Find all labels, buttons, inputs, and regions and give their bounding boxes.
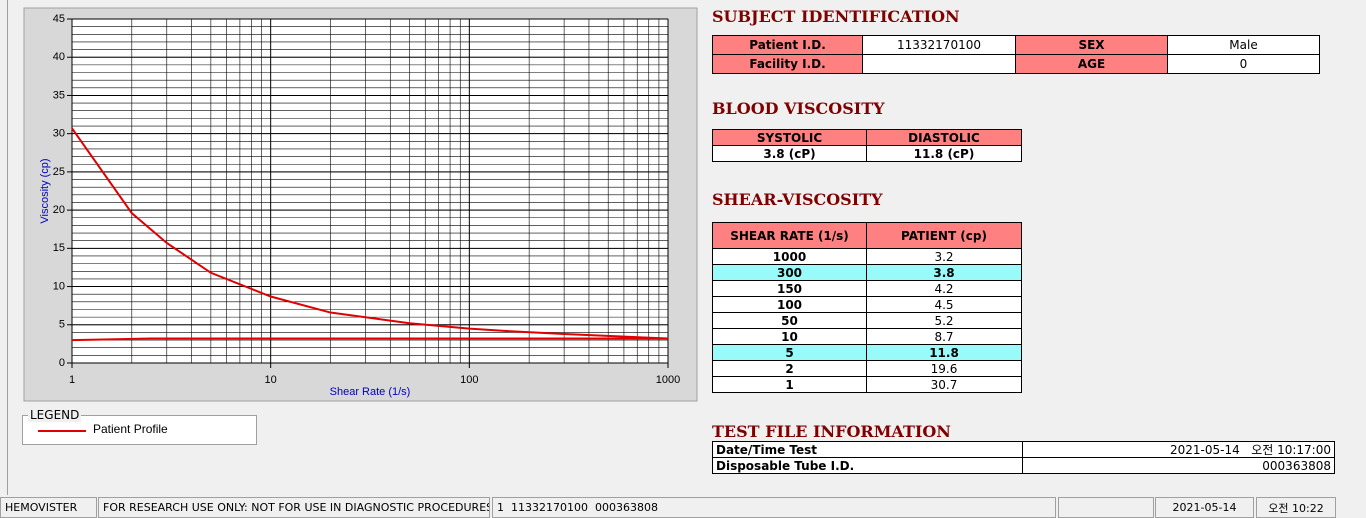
plot-area xyxy=(71,18,669,364)
table-cell: 19.6 xyxy=(866,360,1022,377)
section-title: BLOOD VISCOSITY xyxy=(712,99,885,118)
table-header: SHEAR RATE (1/s) xyxy=(712,222,867,249)
legend-swatch xyxy=(38,430,86,432)
field-value: 0 xyxy=(1167,54,1320,74)
status-segment: 2021-05-14 xyxy=(1155,497,1254,518)
y-tick-label: 10 xyxy=(53,280,65,292)
info-cell: Date/Time Test xyxy=(712,441,1023,458)
status-segment: HEMOVISTER xyxy=(0,497,97,518)
table-cell: 5.2 xyxy=(866,312,1022,329)
chart: 0 5 10 15 20 25 30 35 40 45 1 10 100 1000 Shear Rate (… xyxy=(23,7,698,402)
legend-title: LEGEND xyxy=(28,408,82,422)
table-cell: 100 xyxy=(712,296,867,313)
status-empty xyxy=(1058,497,1154,518)
info-cell: 2021-05-14 오전 10:17:00 xyxy=(1022,441,1335,458)
x-tick-label: 100 xyxy=(460,374,478,386)
section-title: SHEAR-VISCOSITY xyxy=(712,190,883,209)
info-cell: Disposable Tube I.D. xyxy=(712,457,1023,474)
table-cell: 10 xyxy=(712,328,867,345)
left-edge xyxy=(0,0,8,495)
info-cell: 000363808 xyxy=(1022,457,1335,474)
table-cell: 11.8 xyxy=(866,344,1022,361)
y-tick-label: 20 xyxy=(53,204,65,216)
data-line xyxy=(71,337,668,342)
data-line xyxy=(71,127,669,340)
table-cell: 3.2 xyxy=(866,248,1022,265)
table-value: 3.8 (cP) xyxy=(712,145,867,162)
y-tick-label: 45 xyxy=(53,13,65,25)
status-segment: FOR RESEARCH USE ONLY: NOT FOR USE IN DI… xyxy=(98,497,490,518)
table-cell: 300 xyxy=(712,264,867,281)
y-tick-label: 15 xyxy=(53,242,65,254)
table-cell: 1000 xyxy=(712,248,867,265)
x-tick-label: 1 xyxy=(69,374,75,386)
y-tick-label: 35 xyxy=(53,89,65,101)
y-tick-label: 30 xyxy=(53,128,65,140)
y-tick-label: 0 xyxy=(59,357,65,369)
field-value: Male xyxy=(1167,35,1320,55)
field-label: Patient I.D. xyxy=(712,35,863,55)
table-cell: 1 xyxy=(712,376,867,393)
y-tick-label: 25 xyxy=(53,166,65,178)
field-value xyxy=(862,54,1016,74)
table-cell: 50 xyxy=(712,312,867,329)
x-tick-label: 1000 xyxy=(656,374,680,386)
section-title: TEST FILE INFORMATION xyxy=(712,422,951,441)
table-cell: 2 xyxy=(712,360,867,377)
field-label: AGE xyxy=(1015,54,1168,74)
y-axis-label: Viscosity (cp) xyxy=(39,158,51,223)
x-axis-label: Shear Rate (1/s) xyxy=(330,386,411,398)
y-tick-label: 40 xyxy=(53,51,65,63)
table-header: DIASTOLIC xyxy=(866,129,1022,146)
legend-label: Patient Profile xyxy=(93,422,168,436)
table-cell: 30.7 xyxy=(866,376,1022,393)
table-cell: 3.8 xyxy=(866,264,1022,281)
status-segment: 1 11332170100 000363808 xyxy=(492,497,1056,518)
table-cell: 5 xyxy=(712,344,867,361)
field-value: 11332170100 xyxy=(862,35,1016,55)
table-cell: 150 xyxy=(712,280,867,297)
table-cell: 8.7 xyxy=(866,328,1022,345)
section-title: SUBJECT IDENTIFICATION xyxy=(712,7,960,26)
table-value: 11.8 (cP) xyxy=(866,145,1022,162)
table-header: PATIENT (cp) xyxy=(866,222,1022,249)
x-tick-label: 10 xyxy=(265,374,277,386)
table-header: SYSTOLIC xyxy=(712,129,867,146)
status-segment: 오전 10:22 xyxy=(1256,497,1336,518)
table-cell: 4.2 xyxy=(866,280,1022,297)
field-label: SEX xyxy=(1015,35,1168,55)
y-tick-label: 5 xyxy=(59,319,65,331)
field-label: Facility I.D. xyxy=(712,54,863,74)
table-cell: 4.5 xyxy=(866,296,1022,313)
